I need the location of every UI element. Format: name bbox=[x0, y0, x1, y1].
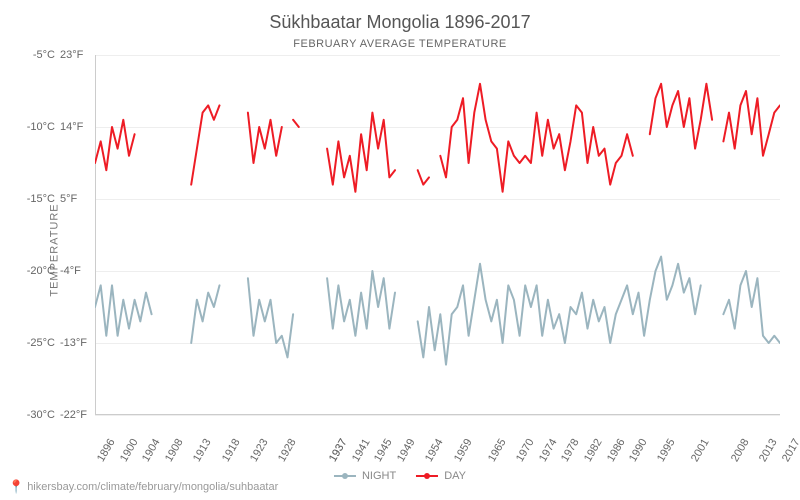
y-tick-fahrenheit: 5°F bbox=[60, 193, 77, 205]
x-tick: 2001 bbox=[689, 437, 712, 464]
x-tick: 1900 bbox=[118, 437, 141, 464]
x-tick: 2008 bbox=[729, 437, 752, 464]
legend-item-night: NIGHT bbox=[334, 470, 396, 482]
plot-area bbox=[95, 55, 780, 415]
legend: NIGHT DAY bbox=[334, 470, 466, 482]
y-tick-fahrenheit: 14°F bbox=[60, 121, 83, 133]
y-tick-fahrenheit: 23°F bbox=[60, 49, 83, 61]
chart-title: Sükhbaatar Mongolia 1896-2017 bbox=[269, 12, 530, 33]
y-tick-celsius: -20°C bbox=[27, 265, 55, 277]
y-tick-fahrenheit: -22°F bbox=[60, 409, 87, 421]
x-tick: 1908 bbox=[163, 437, 186, 464]
x-tick: 1990 bbox=[627, 437, 650, 464]
attribution: 📍 hikersbay.com/climate/february/mongoli… bbox=[8, 479, 278, 495]
y-tick-celsius: -30°C bbox=[27, 409, 55, 421]
x-tick: 1941 bbox=[350, 437, 373, 464]
x-tick: 1923 bbox=[248, 437, 271, 464]
x-tick: 1918 bbox=[220, 437, 243, 464]
line-series bbox=[95, 55, 780, 415]
legend-label-night: NIGHT bbox=[362, 470, 396, 482]
x-tick: 1913 bbox=[191, 437, 214, 464]
y-tick-celsius: -10°C bbox=[27, 121, 55, 133]
legend-item-day: DAY bbox=[416, 470, 466, 482]
grid-line bbox=[95, 415, 780, 416]
x-tick: 1970 bbox=[514, 437, 537, 464]
attribution-text: hikersbay.com/climate/february/mongolia/… bbox=[27, 481, 278, 493]
x-tick: 1965 bbox=[486, 437, 509, 464]
y-tick-fahrenheit: -13°F bbox=[60, 337, 87, 349]
chart-subtitle: FEBRUARY AVERAGE TEMPERATURE bbox=[293, 38, 506, 50]
x-tick: 1937 bbox=[327, 437, 350, 464]
x-tick: 1896 bbox=[95, 437, 118, 464]
x-tick: 2013 bbox=[757, 437, 780, 464]
x-tick: 1959 bbox=[452, 437, 475, 464]
x-tick: 1928 bbox=[276, 437, 299, 464]
x-tick: 1945 bbox=[372, 437, 395, 464]
legend-swatch-night bbox=[334, 475, 356, 477]
x-tick: 1986 bbox=[605, 437, 628, 464]
chart-container: Sükhbaatar Mongolia 1896-2017 FEBRUARY A… bbox=[0, 0, 800, 500]
y-tick-celsius: -15°C bbox=[27, 193, 55, 205]
y-axis-label: TEMPERATURE bbox=[49, 203, 61, 296]
legend-label-day: DAY bbox=[444, 470, 466, 482]
x-tick: 1995 bbox=[655, 437, 678, 464]
x-tick: 1954 bbox=[423, 437, 446, 464]
x-tick: 2017 bbox=[780, 437, 800, 464]
x-tick: 1982 bbox=[582, 437, 605, 464]
x-tick: 1949 bbox=[395, 437, 418, 464]
pin-icon: 📍 bbox=[8, 479, 24, 495]
y-tick-celsius: -5°C bbox=[33, 49, 55, 61]
y-tick-fahrenheit: -4°F bbox=[60, 265, 81, 277]
x-tick: 1974 bbox=[537, 437, 560, 464]
y-tick-celsius: -25°C bbox=[27, 337, 55, 349]
legend-swatch-day bbox=[416, 475, 438, 477]
x-tick: 1904 bbox=[140, 437, 163, 464]
x-tick: 1978 bbox=[559, 437, 582, 464]
